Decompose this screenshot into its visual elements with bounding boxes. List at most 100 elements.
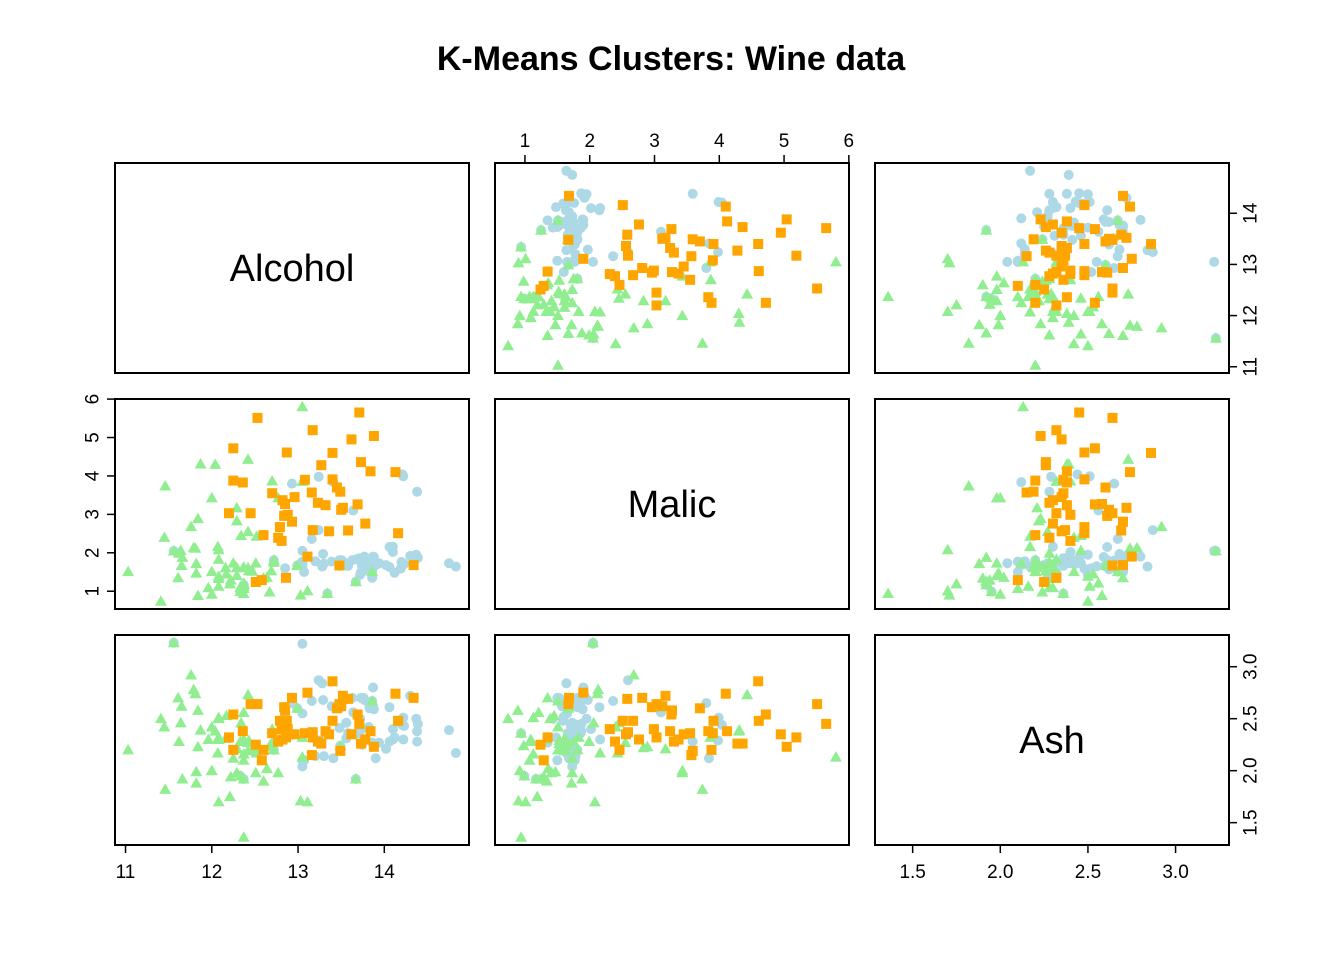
- point-cluster3-ash-alcohol: [280, 705, 291, 716]
- point-cluster3-malic-ash: [1107, 508, 1118, 519]
- point-cluster3-alcohol-ash: [1079, 200, 1090, 211]
- point-cluster1-alcohol-malic: [561, 245, 572, 256]
- malic-x-tick-label: 1: [520, 131, 531, 152]
- point-cluster2-malic-alcohol: [190, 567, 203, 578]
- point-cluster3-ash-malic: [542, 732, 553, 743]
- point-cluster2-malic-alcohol: [294, 589, 307, 600]
- point-cluster3-malic-alcohol: [327, 474, 338, 485]
- ash-x-tick-label: 2.0: [987, 862, 1013, 883]
- point-cluster3-alcohol-ash: [1051, 250, 1062, 261]
- axes: 11 12 13 14 1.5 2.0 2.5 3.01 2 3 4 5 612345611121314…: [83, 131, 1262, 883]
- point-cluster2-malic-alcohol: [235, 529, 248, 541]
- point-cluster2-malic-ash: [882, 587, 895, 599]
- point-cluster2-ash-malic: [732, 725, 745, 736]
- point-cluster1-ash-alcohol: [384, 702, 395, 713]
- point-cluster3-malic-ash: [1146, 447, 1156, 458]
- point-cluster1-ash-malic: [567, 761, 578, 772]
- point-cluster2-ash-malic: [676, 764, 689, 776]
- point-cluster2-ash-malic: [559, 733, 572, 744]
- point-cluster2-alcohol-ash: [1060, 307, 1073, 319]
- point-cluster1-alcohol-ash: [1100, 216, 1111, 227]
- point-cluster3-ash-malic: [667, 705, 677, 716]
- point-cluster2-alcohol-malic: [515, 241, 528, 252]
- point-cluster2-ash-malic: [592, 683, 605, 695]
- point-cluster2-ash-malic: [537, 770, 550, 782]
- point-cluster3-alcohol-malic: [694, 236, 705, 247]
- point-cluster2-alcohol-ash: [990, 294, 1003, 306]
- point-cluster3-malic-alcohol: [352, 499, 363, 510]
- point-cluster2-ash-malic: [515, 831, 528, 842]
- point-cluster2-alcohol-malic: [562, 258, 575, 270]
- point-cluster1-alcohol-ash: [1074, 188, 1085, 199]
- point-cluster2-malic-alcohol: [212, 580, 225, 591]
- point-cluster3-ash-malic: [651, 732, 662, 743]
- point-cluster3-malic-ash: [1030, 475, 1041, 486]
- point-cluster2-ash-malic: [541, 691, 554, 703]
- ash-y-tick-label: 1.5: [1241, 809, 1262, 835]
- point-cluster3-ash-alcohol: [281, 715, 292, 726]
- point-cluster3-ash-malic: [678, 729, 689, 740]
- point-cluster2-ash-alcohol: [202, 733, 215, 744]
- point-cluster3-ash-malic: [760, 709, 771, 720]
- point-cluster1-malic-alcohol: [318, 549, 329, 559]
- point-cluster3-alcohol-ash: [1039, 284, 1050, 295]
- point-cluster1-ash-alcohol: [370, 753, 381, 764]
- point-cluster2-malic-alcohol: [249, 557, 262, 568]
- point-cluster2-ash-malic: [566, 752, 579, 763]
- point-cluster3-ash-alcohol: [274, 715, 285, 726]
- point-cluster2-alcohol-malic: [527, 305, 540, 316]
- point-cluster2-alcohol-malic: [619, 288, 632, 299]
- alcohol-y-tick-label: 12: [1241, 305, 1262, 326]
- point-cluster2-malic-ash: [985, 585, 998, 597]
- point-cluster1-ash-alcohol: [450, 748, 461, 758]
- point-cluster2-malic-alcohol: [219, 561, 232, 573]
- point-cluster2-ash-malic: [524, 733, 537, 744]
- point-cluster1-alcohol-ash: [1082, 189, 1093, 200]
- point-cluster2-alcohol-malic: [586, 332, 599, 343]
- point-cluster3-malic-ash: [1079, 447, 1090, 458]
- point-cluster2-alcohol-malic: [594, 306, 607, 317]
- point-cluster3-alcohol-malic: [666, 224, 677, 235]
- point-cluster1-malic-alcohol: [317, 561, 328, 572]
- point-cluster3-alcohol-malic: [651, 287, 662, 298]
- point-cluster3-ash-alcohol: [237, 726, 248, 737]
- point-cluster3-ash-malic: [694, 703, 705, 714]
- point-cluster3-alcohol-malic: [614, 279, 625, 290]
- point-cluster1-ash-alcohol: [317, 678, 328, 689]
- malic-y-tick-label: 3: [83, 509, 104, 520]
- point-cluster2-alcohol-malic: [566, 283, 579, 294]
- point-cluster3-malic-alcohol: [334, 560, 345, 571]
- point-cluster3-ash-malic: [657, 701, 668, 712]
- point-cluster2-alcohol-malic: [704, 273, 717, 285]
- point-cluster3-alcohol-ash: [1061, 216, 1072, 227]
- point-cluster3-alcohol-ash: [1056, 227, 1067, 238]
- point-cluster2-alcohol-ash: [983, 298, 996, 309]
- point-cluster3-alcohol-ash: [1097, 267, 1107, 278]
- point-cluster2-malic-ash: [962, 479, 975, 491]
- point-cluster3-ash-malic: [660, 690, 671, 701]
- point-cluster2-ash-malic: [586, 636, 599, 648]
- point-cluster3-alcohol-ash: [1056, 241, 1067, 251]
- point-cluster1-alcohol-ash: [1067, 234, 1078, 245]
- point-cluster2-malic-alcohol: [263, 585, 276, 597]
- point-cluster3-malic-alcohol: [307, 525, 318, 536]
- point-cluster2-ash-alcohol: [174, 716, 187, 728]
- point-cluster3-ash-alcohol: [346, 729, 357, 740]
- point-cluster1-ash-malic: [608, 696, 619, 706]
- point-cluster2-ash-malic: [594, 746, 607, 758]
- point-cluster3-malic-alcohol: [360, 518, 371, 529]
- point-cluster2-malic-alcohol: [194, 458, 207, 469]
- point-cluster2-malic-ash: [1036, 585, 1049, 597]
- malic-x-tick-label: 6: [844, 131, 855, 152]
- point-cluster2-alcohol-malic: [512, 256, 525, 268]
- point-cluster2-alcohol-malic: [559, 290, 572, 302]
- point-cluster1-malic-ash: [1075, 558, 1086, 569]
- point-cluster3-alcohol-malic: [821, 223, 832, 234]
- point-cluster3-ash-alcohol: [327, 715, 338, 726]
- point-cluster2-alcohol-malic: [592, 320, 605, 331]
- point-cluster2-alcohol-ash: [1024, 306, 1037, 317]
- point-cluster2-ash-alcohol: [158, 721, 171, 732]
- point-cluster3-malic-ash: [1056, 434, 1067, 445]
- point-cluster3-alcohol-malic: [781, 214, 792, 225]
